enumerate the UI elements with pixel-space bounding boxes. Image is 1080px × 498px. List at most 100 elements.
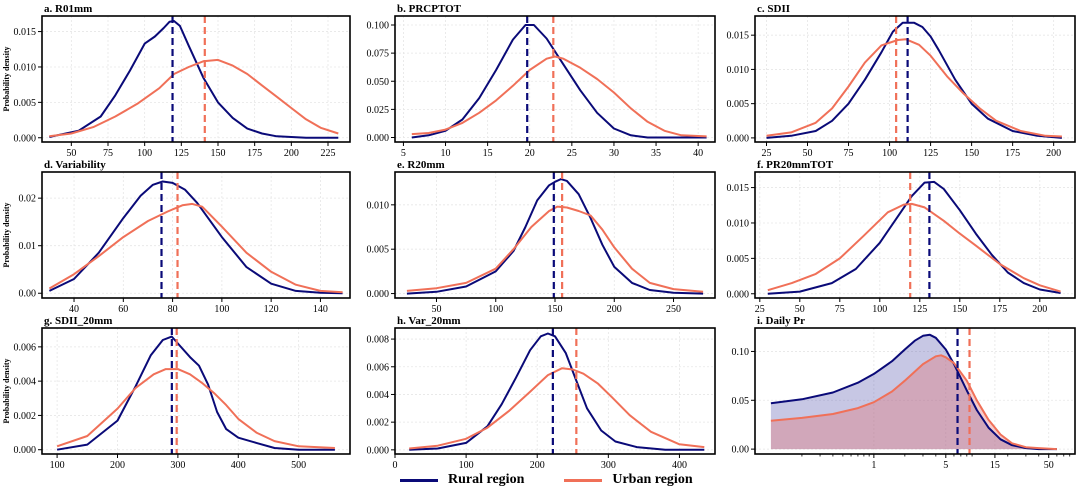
panel-frame (41, 15, 351, 143)
legend-label-rural: Rural region (448, 472, 525, 487)
x-tick-label: 40 (69, 304, 79, 315)
x-tick-label: 300 (170, 460, 185, 471)
rural-density-line (409, 332, 705, 451)
x-tick-label: 100 (137, 148, 152, 159)
y-tick-label: 0.004 (14, 377, 37, 388)
urban-density-line (411, 55, 707, 138)
y-tick-label: 0.005 (14, 98, 37, 109)
x-tick-label: 15 (483, 148, 493, 159)
x-tick-label: 50 (431, 304, 441, 315)
panel-title: a. R01mm (44, 3, 92, 15)
rural-density-line (48, 180, 343, 295)
y-tick-label: 0.000 (367, 445, 390, 456)
x-tick-label: 10 (441, 148, 451, 159)
x-tick-label: 25 (755, 304, 765, 315)
y-tick-label: 0.015 (14, 27, 37, 38)
y-tick-label: 0.010 (14, 62, 37, 73)
panel-1: 50 75 100 125 150 175 200 225 0.000 0.005 0.010 0.0… (2, 3, 351, 159)
x-tick-label: 200 (110, 460, 125, 471)
legend-swatch-rural (400, 478, 438, 482)
x-tick-label: 200 (284, 148, 299, 159)
panel-frame (41, 327, 351, 455)
y-axis-label: Probability density (2, 359, 11, 424)
x-tick-label: 100 (882, 148, 897, 159)
x-tick-label: 125 (174, 148, 189, 159)
y-tick-label: 0.005 (727, 99, 750, 110)
y-tick-label: 0.000 (14, 133, 37, 144)
y-tick-label: 0.02 (19, 194, 37, 205)
panel-title: d. Variability (44, 159, 106, 171)
x-tick-label: 100 (214, 304, 229, 315)
x-tick-label: 100 (459, 460, 474, 471)
x-tick-label: 35 (651, 148, 661, 159)
rural-density-line (49, 20, 339, 139)
y-tick-label: 0.015 (727, 31, 750, 42)
panel-title: i. Daily Pr (757, 315, 805, 327)
x-tick-label: 175 (992, 304, 1007, 315)
panel-title: c. SDII (757, 3, 790, 15)
x-tick-label: 15 (990, 460, 1000, 471)
x-tick-label: 125 (912, 304, 927, 315)
y-tick-label: 0.050 (367, 77, 390, 88)
y-tick-label: 0.006 (14, 342, 37, 353)
rural-area (770, 334, 1057, 450)
x-tick-label: 150 (548, 304, 563, 315)
x-tick-label: 150 (211, 148, 226, 159)
urban-density-line (766, 38, 1062, 138)
x-tick-label: 50 (803, 148, 813, 159)
y-tick-label: 0.000 (727, 133, 750, 144)
panel-title: g. SDII_20mm (44, 315, 112, 327)
x-tick-label: 250 (666, 304, 681, 315)
y-tick-label: 0.005 (727, 254, 750, 265)
panel-frame (394, 15, 716, 143)
legend-item-urban: Urban region (564, 472, 693, 488)
panel-4: 40 60 80 100 120 140 0.00 0.01 0.02 d. Variabilit… (2, 159, 351, 315)
y-tick-label: 0.010 (727, 65, 750, 76)
x-tick-label: 400 (672, 460, 687, 471)
x-tick-label: 60 (118, 304, 128, 315)
y-tick-label: 0.01 (19, 241, 37, 252)
y-tick-label: 0.000 (367, 133, 390, 144)
x-tick-label: 20 (525, 148, 535, 159)
panel-7: 100 200 300 400 500 0.000 0.002 0.004 0.006 g. SD… (2, 315, 351, 471)
x-tick-label: 30 (609, 148, 619, 159)
panel-frame (394, 327, 716, 455)
y-tick-label: 0.10 (732, 347, 750, 358)
panel-3: 25 50 75 100 125 150 175 200 0.000 0.005 0.010 0.01… (727, 3, 1076, 159)
legend-swatch-urban (564, 478, 603, 482)
panel-8: 0 100 200 300 400 0.000 0.002 0.004 0.006 0.008 h.… (367, 315, 716, 471)
x-tick-label: 25 (761, 148, 771, 159)
legend-item-rural: Rural region (400, 472, 524, 488)
x-tick-label: 175 (1005, 148, 1020, 159)
panel-6: 25 50 75 100 125 150 175 200 0.000 0.005 0.010 0.01… (727, 159, 1076, 315)
x-tick-label: 80 (168, 304, 178, 315)
urban-density-line (49, 58, 339, 138)
panel-frame (394, 171, 716, 299)
x-tick-label: 75 (835, 304, 845, 315)
rural-density-line (411, 24, 707, 139)
y-tick-label: 0.006 (367, 362, 390, 373)
x-tick-label: 100 (50, 460, 65, 471)
panel-title: e. R20mm (397, 159, 445, 171)
y-axis-label: Probability density (2, 203, 11, 268)
panel-title: f. PR20mmTOT (757, 159, 834, 171)
x-tick-label: 0 (393, 460, 398, 471)
y-tick-label: 0.015 (727, 183, 750, 194)
urban-density-line (56, 368, 335, 449)
y-tick-label: 0.05 (732, 396, 750, 407)
y-tick-label: 0.000 (367, 289, 390, 300)
x-tick-label: 400 (231, 460, 246, 471)
urban-density-line (770, 354, 1057, 451)
y-tick-label: 0.000 (14, 445, 37, 456)
legend-label-urban: Urban region (612, 472, 693, 487)
x-tick-label: 150 (952, 304, 967, 315)
rural-density-line (56, 335, 335, 451)
panel-2: 5 10 15 20 25 30 35 40 0.000 0.025 0.050 0.075 0.100… (367, 3, 716, 159)
rural-density-line (770, 333, 1057, 451)
x-tick-label: 5 (943, 460, 948, 471)
x-tick-label: 40 (693, 148, 703, 159)
x-tick-label: 225 (321, 148, 336, 159)
x-tick-label: 75 (844, 148, 854, 159)
x-tick-label: 125 (923, 148, 938, 159)
